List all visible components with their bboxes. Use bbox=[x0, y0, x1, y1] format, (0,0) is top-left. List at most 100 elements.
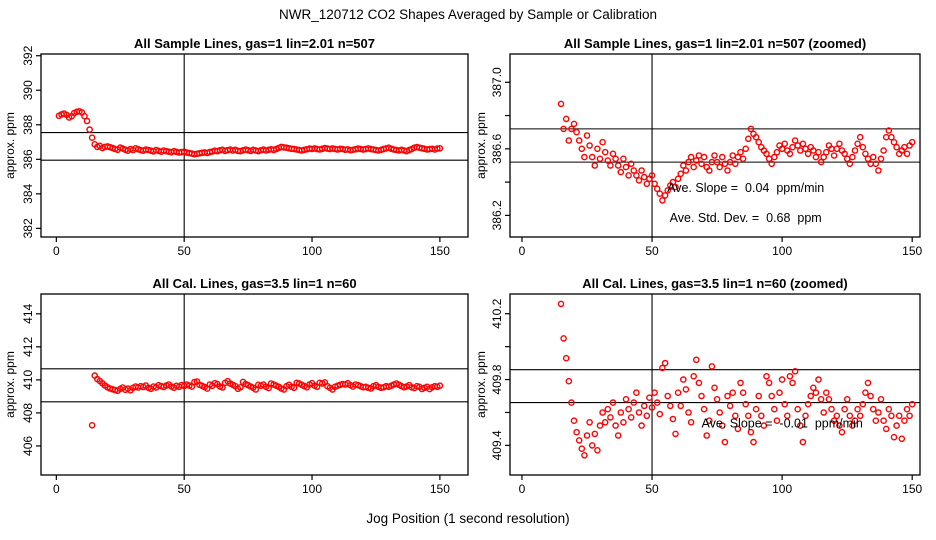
y-tick-label: 414 bbox=[21, 303, 35, 323]
data-point bbox=[674, 175, 682, 183]
data-point bbox=[604, 157, 612, 164]
data-point bbox=[786, 150, 794, 158]
data-point bbox=[732, 412, 739, 420]
y-axis-label-sample: approx. ppm bbox=[3, 112, 17, 179]
data-point bbox=[633, 172, 640, 179]
data-point bbox=[877, 155, 885, 163]
data-point bbox=[661, 359, 669, 367]
data-point bbox=[695, 379, 703, 387]
data-point bbox=[625, 405, 632, 413]
y-tick-label: 388 bbox=[21, 114, 35, 134]
data-point bbox=[836, 140, 843, 148]
data-point bbox=[560, 335, 567, 342]
data-point bbox=[622, 395, 630, 403]
data-point bbox=[620, 155, 627, 163]
data-point bbox=[586, 142, 593, 149]
y-tick-label: 409.8 bbox=[490, 364, 504, 394]
data-point bbox=[760, 422, 768, 429]
data-point bbox=[773, 148, 781, 156]
annotation-text: Ave. Slope = 0.04 ppm/min bbox=[667, 181, 824, 195]
data-point bbox=[851, 147, 859, 154]
data-point bbox=[719, 153, 726, 161]
data-point bbox=[862, 389, 869, 397]
data-point bbox=[617, 409, 625, 416]
data-point bbox=[713, 158, 721, 166]
data-point bbox=[640, 402, 648, 410]
data-point bbox=[815, 148, 822, 156]
data-point bbox=[804, 150, 812, 158]
data-point bbox=[908, 138, 916, 146]
data-point bbox=[586, 418, 593, 426]
data-point bbox=[841, 405, 848, 413]
data-point bbox=[875, 167, 882, 174]
data-point bbox=[706, 167, 713, 174]
data-point bbox=[817, 158, 825, 166]
x-tick-label: 100 bbox=[772, 244, 792, 258]
data-point bbox=[682, 386, 690, 393]
data-point bbox=[789, 143, 796, 151]
data-point bbox=[755, 392, 763, 400]
data-point bbox=[763, 372, 770, 380]
data-point bbox=[219, 384, 226, 391]
data-point bbox=[570, 417, 578, 425]
data-point bbox=[661, 192, 669, 199]
data-point bbox=[877, 395, 885, 403]
data-point bbox=[849, 422, 856, 429]
data-point bbox=[622, 163, 630, 171]
data-point bbox=[885, 405, 893, 413]
data-point bbox=[745, 412, 752, 420]
y-tick-label: 382 bbox=[21, 218, 35, 238]
data-point bbox=[711, 384, 718, 392]
y-tick-label: 412 bbox=[21, 337, 35, 357]
data-point bbox=[739, 155, 747, 163]
data-point bbox=[734, 425, 742, 433]
data-point bbox=[786, 372, 794, 380]
data-point bbox=[594, 446, 601, 454]
data-point bbox=[653, 399, 661, 406]
data-point bbox=[781, 140, 789, 148]
points-group bbox=[88, 372, 444, 429]
data-point bbox=[656, 190, 664, 197]
y-tick-label: 392 bbox=[21, 45, 35, 65]
data-point bbox=[737, 148, 744, 156]
data-point bbox=[708, 363, 716, 370]
data-point bbox=[578, 445, 586, 453]
data-point bbox=[830, 152, 838, 159]
data-point bbox=[810, 384, 817, 392]
data-point bbox=[656, 410, 664, 418]
data-point bbox=[599, 409, 606, 416]
plot-box bbox=[40, 53, 469, 238]
data-point bbox=[872, 160, 880, 168]
data-point bbox=[81, 112, 88, 120]
data-point bbox=[581, 451, 588, 459]
data-point bbox=[903, 405, 911, 413]
data-point bbox=[667, 402, 674, 410]
data-point bbox=[609, 150, 617, 158]
data-point bbox=[591, 162, 599, 169]
data-point bbox=[778, 376, 786, 383]
data-point bbox=[820, 409, 828, 416]
y-tick-label: 409.4 bbox=[490, 430, 504, 460]
data-point bbox=[773, 417, 781, 425]
data-point bbox=[771, 405, 778, 413]
data-point bbox=[290, 384, 298, 392]
data-point bbox=[893, 422, 900, 429]
data-point bbox=[630, 399, 638, 406]
data-point bbox=[191, 378, 198, 386]
data-point bbox=[838, 428, 846, 436]
data-point bbox=[867, 392, 874, 400]
data-point bbox=[596, 422, 604, 429]
data-point bbox=[648, 404, 656, 411]
data-point bbox=[607, 162, 614, 169]
data-point bbox=[680, 162, 687, 169]
data-point bbox=[716, 409, 724, 416]
data-point bbox=[687, 418, 695, 426]
data-point bbox=[601, 418, 609, 426]
y-tick-label: 387.0 bbox=[490, 67, 504, 97]
x-tick-label: 0 bbox=[53, 482, 60, 496]
data-point bbox=[562, 354, 570, 362]
data-point bbox=[885, 127, 893, 134]
data-point bbox=[706, 417, 713, 425]
x-tick-label: 100 bbox=[772, 482, 792, 496]
x-tick-label: 100 bbox=[302, 244, 322, 258]
